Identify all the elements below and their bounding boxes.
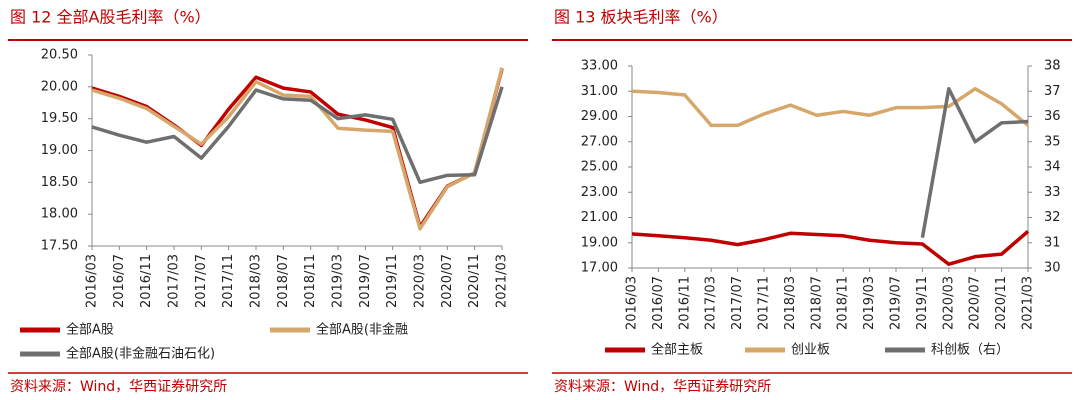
y-tick-label: 18.50: [41, 175, 78, 190]
series-line: [91, 67, 504, 231]
y-tick-label: 19.00: [581, 235, 618, 250]
x-tick-label: 2018/11: [836, 276, 851, 330]
y-tick-label: 21.00: [581, 210, 618, 225]
y-tick-label: 31.00: [581, 84, 618, 99]
chart-title: 图 13 板块毛利率（%）: [554, 8, 728, 27]
x-tick-label: 2017/11: [221, 254, 236, 308]
series-line: [631, 86, 1030, 128]
y-tick-label: 25.00: [581, 160, 618, 175]
x-tick-label: 2017/07: [730, 276, 745, 330]
x-tick-label: 2019/03: [331, 254, 346, 308]
y-tick-label: 17.00: [581, 261, 618, 276]
x-tick-label: 2018/07: [276, 254, 291, 308]
legend-label: 科创板（右）: [931, 343, 1009, 358]
x-tick-label: 2016/11: [677, 276, 692, 330]
x-tick-label: 2016/07: [112, 254, 127, 308]
x-tick-label: 2016/11: [139, 254, 154, 308]
x-tick-label: 2017/03: [704, 276, 719, 330]
y2-tick-label: 36: [1044, 109, 1061, 124]
y-tick-label: 17.50: [41, 239, 78, 254]
x-tick-label: 2018/03: [783, 276, 798, 330]
y2-tick-label: 34: [1044, 160, 1061, 175]
legend-label: 全部主板: [651, 342, 703, 358]
x-tick-label: 2016/03: [85, 254, 100, 308]
y-tick-label: 20.50: [41, 48, 78, 63]
legend-label: 全部A股(非金融石油石化): [66, 346, 215, 362]
y2-tick-label: 32: [1044, 210, 1061, 225]
x-tick-label: 2017/03: [167, 254, 182, 308]
y-tick-label: 19.00: [41, 143, 78, 158]
x-tick-label: 2019/11: [915, 276, 930, 330]
series-line: [91, 68, 504, 229]
x-tick-label: 2019/07: [889, 276, 904, 330]
y-tick-label: 29.00: [581, 109, 618, 124]
y-tick-label: 20.00: [41, 79, 78, 94]
source: 资料来源：Wind，华西证券研究所: [554, 379, 771, 395]
y2-tick-label: 35: [1044, 134, 1061, 149]
y2-tick-label: 38: [1044, 59, 1061, 74]
y-tick-label: 27.00: [581, 134, 618, 149]
y2-tick-label: 30: [1044, 261, 1061, 276]
x-tick-label: 2020/03: [413, 254, 428, 308]
legend-label: 全部A股(非金融: [316, 322, 408, 338]
x-tick-label: 2021/03: [1021, 276, 1036, 330]
legend-label: 全部A股: [66, 322, 114, 338]
x-tick-label: 2019/07: [358, 254, 373, 308]
series-line: [631, 230, 1030, 266]
source: 资料来源：Wind，华西证券研究所: [10, 379, 227, 395]
x-tick-label: 2018/07: [809, 276, 824, 330]
y2-tick-label: 31: [1044, 235, 1061, 250]
y2-tick-label: 33: [1044, 185, 1061, 200]
y-tick-label: 23.00: [581, 185, 618, 200]
x-tick-label: 2020/07: [968, 276, 983, 330]
x-tick-label: 2018/03: [249, 254, 264, 308]
x-tick-label: 2020/03: [941, 276, 956, 330]
y2-tick-label: 37: [1044, 84, 1061, 99]
x-tick-label: 2017/11: [757, 276, 772, 330]
x-tick-label: 2016/07: [651, 276, 666, 330]
chart-title: 图 12 全部A股毛利率（%）: [10, 8, 211, 27]
y-tick-label: 19.50: [41, 111, 78, 126]
series-line: [91, 86, 504, 185]
x-tick-label: 2021/03: [495, 254, 510, 308]
x-tick-label: 2019/03: [862, 276, 877, 330]
x-tick-label: 2020/11: [994, 276, 1009, 330]
y-tick-label: 18.00: [41, 207, 78, 222]
legend-label: 创业板: [791, 343, 830, 358]
x-tick-label: 2020/11: [467, 254, 482, 308]
x-tick-label: 2020/07: [440, 254, 455, 308]
x-tick-label: 2017/07: [194, 254, 209, 308]
x-tick-label: 2018/11: [303, 254, 318, 308]
x-tick-label: 2016/03: [625, 276, 640, 330]
y-tick-label: 33.00: [581, 59, 618, 74]
x-tick-label: 2019/11: [385, 254, 400, 308]
series-line: [920, 86, 1029, 239]
